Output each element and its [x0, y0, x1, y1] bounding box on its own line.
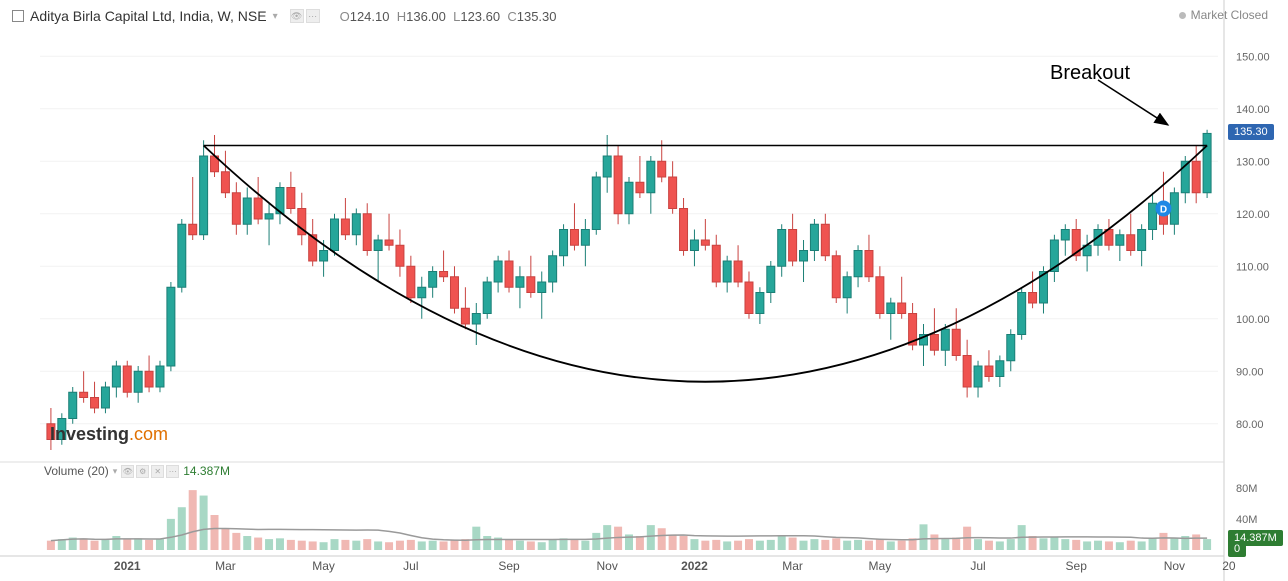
svg-text:130.00: 130.00 — [1236, 156, 1270, 168]
svg-text:110.00: 110.00 — [1236, 261, 1269, 273]
svg-text:Mar: Mar — [215, 559, 236, 573]
svg-text:May: May — [869, 559, 892, 573]
svg-text:2021: 2021 — [114, 559, 141, 573]
volume-value: 14.387M — [183, 464, 230, 478]
svg-text:Sep: Sep — [1066, 559, 1088, 573]
current-price-tag: 135.30 — [1228, 124, 1274, 140]
chart-canvas[interactable]: 80.00 90.00 100.00 110.00 120.00 130.00 140.00… — [0, 0, 1288, 581]
close-icon[interactable]: ✕ — [151, 465, 164, 478]
svg-text:40M: 40M — [1236, 514, 1257, 526]
svg-text:80.00: 80.00 — [1236, 419, 1264, 431]
svg-text:140.00: 140.00 — [1236, 104, 1270, 116]
settings-icon[interactable]: ⚙ — [136, 465, 149, 478]
more-icon[interactable]: ⋯ — [166, 465, 179, 478]
svg-text:May: May — [312, 559, 335, 573]
svg-text:2022: 2022 — [681, 559, 708, 573]
investing-logo: Investing.com — [50, 424, 168, 445]
logo-part1: Investing — [50, 424, 129, 444]
breakout-annotation: Breakout — [1050, 62, 1130, 85]
volume-label[interactable]: Volume (20) — [44, 464, 109, 478]
svg-text:80M: 80M — [1236, 483, 1257, 495]
svg-text:120.00: 120.00 — [1236, 209, 1270, 221]
svg-text:Jul: Jul — [970, 559, 985, 573]
eye-icon[interactable]: 👁 — [121, 465, 134, 478]
svg-text:20: 20 — [1222, 559, 1236, 573]
svg-text:Sep: Sep — [498, 559, 520, 573]
svg-text:Mar: Mar — [782, 559, 803, 573]
svg-text:150.00: 150.00 — [1236, 51, 1270, 63]
volume-zero-tag: 0 — [1228, 541, 1246, 557]
svg-text:D: D — [1160, 205, 1167, 216]
svg-text:Jul: Jul — [403, 559, 418, 573]
chevron-down-icon[interactable]: ▾ — [113, 466, 118, 477]
svg-text:Nov: Nov — [597, 559, 618, 573]
svg-text:90.00: 90.00 — [1236, 366, 1264, 378]
logo-part2: .com — [129, 424, 168, 444]
svg-text:100.00: 100.00 — [1236, 314, 1270, 326]
volume-header: Volume (20) ▾ 👁 ⚙ ✕ ⋯ 14.387M — [44, 464, 230, 478]
svg-text:Nov: Nov — [1164, 559, 1185, 573]
